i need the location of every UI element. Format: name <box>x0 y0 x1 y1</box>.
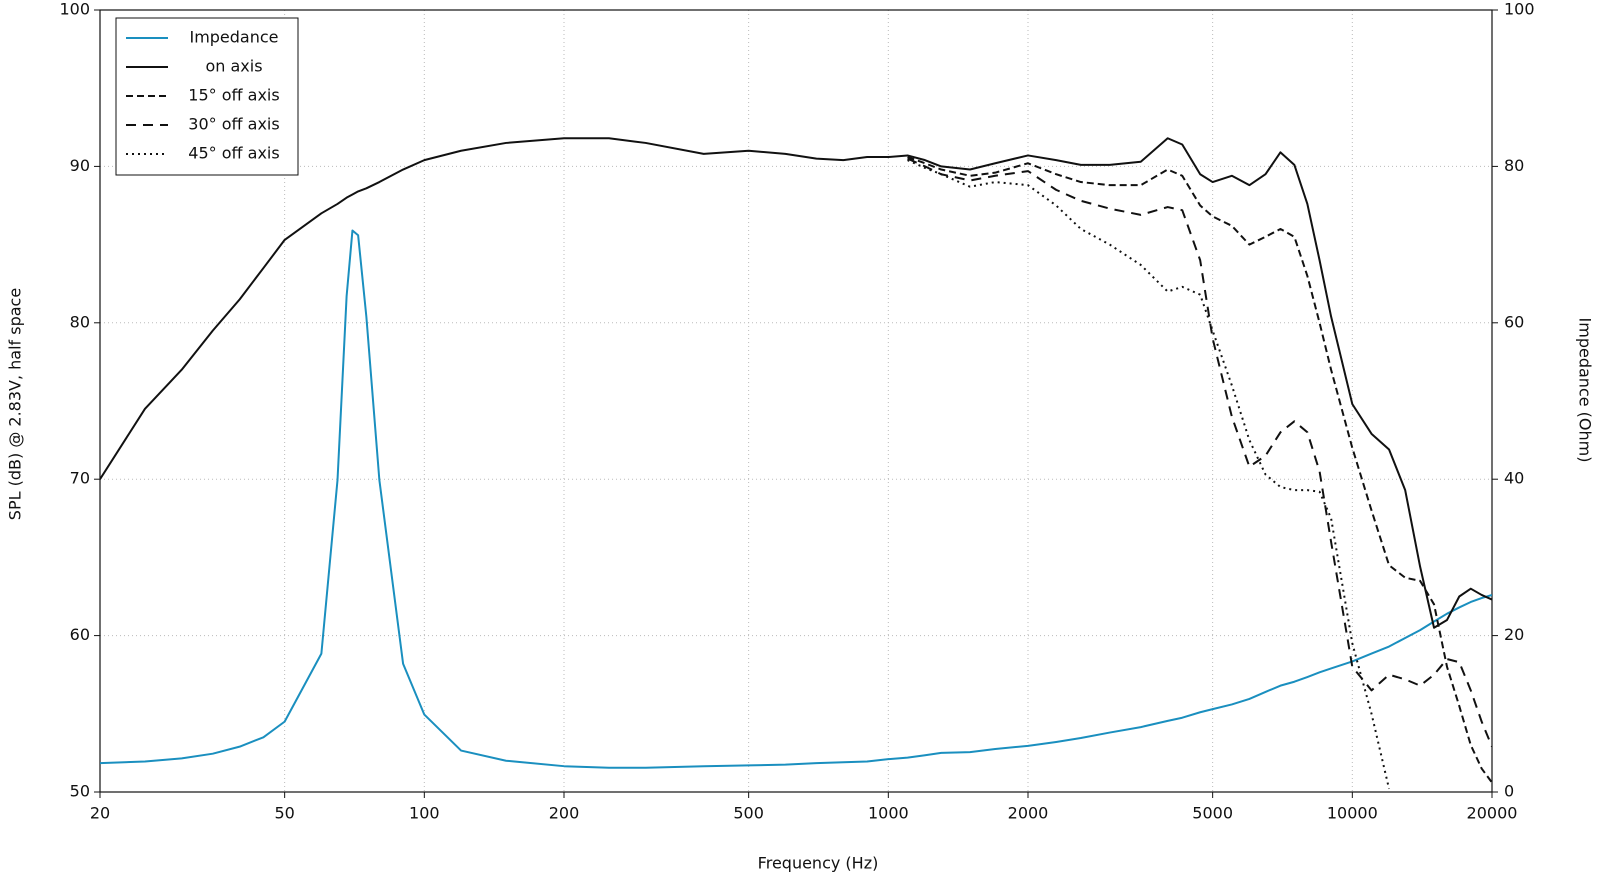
series-line <box>907 159 1391 790</box>
y2-tick-label: 0 <box>1504 782 1514 801</box>
y2-tick-label: 60 <box>1504 312 1524 331</box>
x-tick-label: 20000 <box>1467 804 1518 823</box>
legend-label: Impedance <box>189 28 278 47</box>
y-tick-label: 100 <box>59 0 90 19</box>
x-tick-label: 200 <box>549 804 580 823</box>
series-line <box>907 156 1492 784</box>
x-axis-label: Frequency (Hz) <box>758 854 879 873</box>
x-tick-label: 10000 <box>1327 804 1378 823</box>
y2-tick-label: 80 <box>1504 156 1524 175</box>
legend-box <box>115 17 299 176</box>
legend: Impedance on axis 15° off axis 30° off axis… <box>115 17 299 176</box>
y-tick-label: 90 <box>70 156 90 175</box>
y2-tick-label: 100 <box>1504 0 1535 19</box>
y-tick-label: 50 <box>70 782 90 801</box>
y-axis-label: SPL (dB) @ 2.83V, half space <box>6 288 25 520</box>
series-line <box>100 229 1492 769</box>
series-line <box>100 137 1492 629</box>
legend-label: on axis <box>205 57 262 76</box>
plot-frame <box>99 9 1493 793</box>
y2-tick-label: 20 <box>1504 625 1524 644</box>
x-tick-label: 100 <box>409 804 440 823</box>
y-tick-label: 80 <box>70 312 90 331</box>
y-tick-label: 70 <box>70 469 90 488</box>
x-tick-label: 5000 <box>1192 804 1233 823</box>
x-tick-label: 20 <box>90 804 110 823</box>
y2-axis-label: Impedance (Ohm) <box>1576 318 1595 463</box>
x-tick-label: 50 <box>274 804 294 823</box>
y2-tick-label: 40 <box>1504 469 1524 488</box>
x-tick-label: 500 <box>733 804 764 823</box>
legend-label: 45° off axis <box>188 144 279 163</box>
y-tick-label: 60 <box>70 625 90 644</box>
x-tick-label: 2000 <box>1008 804 1049 823</box>
series-line <box>907 157 1492 748</box>
legend-label: 15° off axis <box>188 86 279 105</box>
x-tick-label: 1000 <box>868 804 909 823</box>
legend-label: 30° off axis <box>188 115 279 134</box>
